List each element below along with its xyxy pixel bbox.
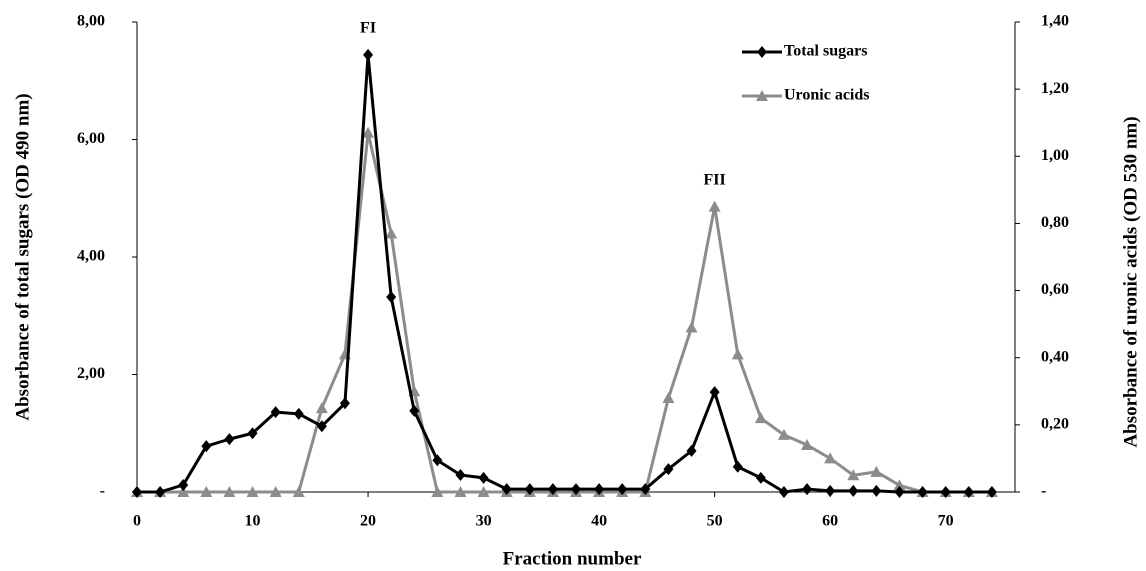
data-point [825,484,836,497]
data-point [246,486,259,497]
data-point [293,407,304,420]
data-point [547,483,558,496]
y-tick-label: 4,00 [77,248,105,265]
data-point [663,463,674,476]
y2-tick-label: - [1041,483,1046,500]
y2-tick-label: 1,20 [1041,80,1069,97]
data-point [409,404,420,417]
legend-marker [756,90,768,101]
data-point [339,397,350,410]
data-point [177,486,190,497]
x-tick-label: 40 [591,513,607,530]
data-point [155,486,166,498]
data-point [617,483,628,496]
data-point [200,486,213,497]
x-tick-label: 60 [822,513,838,530]
legend-label: Total sugars [784,43,867,60]
y2-tick-label: 1,40 [1041,13,1069,30]
data-point [963,486,974,498]
data-point [454,486,467,497]
series-line [137,131,992,494]
y-tick-label: 6,00 [77,130,105,147]
y-tick-label: - [100,483,105,500]
data-point [754,412,767,424]
data-point [662,392,675,403]
data-point [431,486,444,497]
data-point [524,483,535,496]
data-point [801,439,814,450]
data-point [386,290,397,303]
data-point [270,406,281,419]
y2-axis-title: Absorbance of uronic acids (OD 530 nm) [1120,116,1141,447]
x-tick-label: 10 [245,513,261,530]
data-point [432,454,443,467]
data-point [201,440,212,453]
data-point [802,483,813,496]
data-point [594,483,605,496]
data-point [986,486,997,498]
data-point [571,483,581,496]
data-point [477,486,490,497]
y2-tick-label: 1,00 [1041,147,1069,164]
annotation: FII [704,171,726,188]
data-point [731,348,744,360]
data-point [708,200,721,212]
data-point [848,484,859,497]
data-point [894,486,905,498]
data-point [315,402,328,414]
legend-marker [757,46,767,58]
annotation: FI [360,20,376,37]
data-point [385,227,398,239]
data-point [292,486,305,497]
data-point [132,486,142,498]
y2-tick-label: 0,20 [1041,416,1069,433]
data-point [778,486,789,498]
data-point [640,483,651,496]
data-point [755,471,766,484]
data-point [685,321,698,333]
y2-tick-label: 0,40 [1041,348,1069,365]
x-tick-label: 0 [133,513,141,530]
data-point [777,428,790,440]
x-tick-label: 20 [360,513,376,530]
data-point [940,486,951,498]
x-tick-label: 70 [938,513,954,530]
data-point [501,483,512,496]
data-point [316,420,327,433]
data-point [824,452,837,464]
data-point [363,48,374,61]
data-point [224,433,235,446]
data-point [847,469,860,481]
y-axis-title: Absorbance of total sugars (OD 490 nm) [12,93,33,420]
data-point [178,478,189,491]
x-tick-label: 30 [476,513,492,530]
data-point [917,486,928,498]
y2-tick-label: 0,60 [1041,281,1069,298]
data-point [893,479,906,491]
data-point [686,444,697,457]
y2-tick-label: 0,80 [1041,214,1069,231]
data-point [870,465,883,477]
data-point [223,486,236,497]
y-tick-label: 8,00 [77,13,105,30]
data-point [247,427,258,440]
data-point [455,468,466,481]
data-point [269,486,282,497]
data-point [732,460,743,473]
data-point [362,126,375,138]
legend-label: Uronic acids [784,87,869,104]
data-point [478,471,489,484]
x-axis-title: Fraction number [503,548,642,569]
x-tick-label: 50 [707,513,723,530]
series-line [137,53,992,494]
y-tick-label: 2,00 [77,365,105,382]
data-point [871,484,882,497]
data-point [709,386,720,399]
